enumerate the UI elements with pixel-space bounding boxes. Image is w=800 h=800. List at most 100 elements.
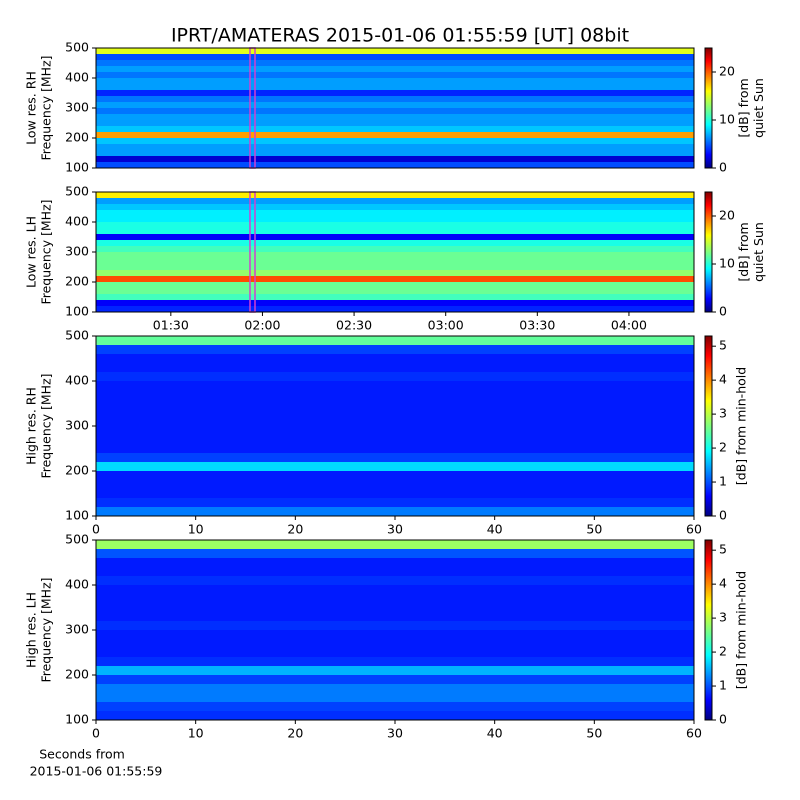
heatmap-band xyxy=(96,276,694,282)
x-tick-label: 0 xyxy=(92,726,100,741)
x-tick-label: 02:00 xyxy=(244,318,280,333)
heatmap-band xyxy=(96,567,694,576)
y-tick-label: 300 xyxy=(65,622,89,637)
heatmap-band xyxy=(96,204,694,210)
colorbar-tick-label: 10 xyxy=(719,112,735,127)
y-tick-label: 500 xyxy=(65,532,89,547)
x-tick-label: 01:30 xyxy=(153,318,189,333)
colorbar-tick-label: 3 xyxy=(719,610,727,625)
colorbar-label: [dB] from xyxy=(736,222,751,281)
y-tick-label: 400 xyxy=(65,214,89,229)
heatmap-band xyxy=(96,630,694,639)
heatmap-band xyxy=(96,372,694,381)
x-tick-label: 02:30 xyxy=(336,318,372,333)
x-tick-label: 0 xyxy=(92,522,100,537)
heatmap-band xyxy=(96,711,694,720)
chart-title: IPRT/AMATERAS 2015-01-06 01:55:59 [UT] 0… xyxy=(171,25,629,47)
x-tick-label: 50 xyxy=(586,726,602,741)
y-tick-label: 100 xyxy=(65,304,89,319)
colorbar-tick-label: 2 xyxy=(719,440,727,455)
heatmap-band xyxy=(96,198,694,204)
x-tick-label: 40 xyxy=(487,522,503,537)
colorbar-tick-label: 0 xyxy=(719,508,727,523)
heatmap-band xyxy=(96,102,694,108)
heatmap-band xyxy=(96,156,694,162)
heatmap-band xyxy=(96,648,694,657)
heatmap-band xyxy=(96,258,694,264)
heatmap-band xyxy=(96,498,694,507)
heatmap-band xyxy=(96,234,694,240)
y-tick-label: 100 xyxy=(65,712,89,727)
heatmap-band xyxy=(96,657,694,666)
heatmap-band xyxy=(96,162,694,168)
x-tick-label: 03:30 xyxy=(519,318,555,333)
y-tick-label: 300 xyxy=(65,418,89,433)
colorbar-tick-label: 5 xyxy=(719,338,727,353)
x-tick-label: 50 xyxy=(586,522,602,537)
heatmap-band xyxy=(96,354,694,363)
heatmap-band xyxy=(96,78,694,84)
colorbar-label: [dB] from min-hold xyxy=(734,571,749,689)
y-tick-label: 500 xyxy=(65,328,89,343)
heatmap-band xyxy=(96,144,694,150)
x-tick-label: 30 xyxy=(387,522,403,537)
heatmap-band xyxy=(96,54,694,60)
heatmap-band xyxy=(96,264,694,270)
colorbar-label: quiet Sun xyxy=(751,222,766,282)
y-tick-label: 100 xyxy=(65,160,89,175)
heatmap-band xyxy=(96,288,694,294)
colorbar-tick-label: 5 xyxy=(719,542,727,557)
heatmap-band xyxy=(96,90,694,96)
heatmap-band xyxy=(96,417,694,426)
heatmap-band xyxy=(96,114,694,120)
y-tick-label: 500 xyxy=(65,184,89,199)
y-axis-label: Frequency [MHz] xyxy=(39,199,54,304)
x-tick-label: 10 xyxy=(188,522,204,537)
heatmap-band xyxy=(96,240,694,246)
y-axis-label: Frequency [MHz] xyxy=(39,55,54,160)
y-tick-label: 400 xyxy=(65,577,89,592)
heatmap-band xyxy=(96,345,694,354)
colorbar-tick-label: 10 xyxy=(719,256,735,271)
heatmap-band xyxy=(96,282,694,288)
colorbar-label: [dB] from xyxy=(736,78,751,137)
x-tick-label: 60 xyxy=(686,522,702,537)
heatmap-band xyxy=(96,549,694,558)
heatmap-band xyxy=(96,381,694,390)
heatmap-band xyxy=(96,120,694,126)
x-tick-label: 20 xyxy=(287,522,303,537)
y-tick-label: 200 xyxy=(65,667,89,682)
colorbar-tick-label: 4 xyxy=(719,576,727,591)
heatmap-band xyxy=(96,480,694,489)
y-tick-label: 100 xyxy=(65,508,89,523)
colorbar-tick-label: 1 xyxy=(719,678,727,693)
heatmap-band xyxy=(96,489,694,498)
heatmap-band xyxy=(96,48,694,54)
x-tick-label: 10 xyxy=(188,726,204,741)
heatmap-band xyxy=(96,96,694,102)
heatmap-band xyxy=(96,66,694,72)
colorbar-tick-label: 2 xyxy=(719,644,727,659)
x-axis-label: Seconds from xyxy=(39,747,125,762)
colorbar xyxy=(704,335,713,517)
heatmap-band xyxy=(96,621,694,630)
heatmap-band xyxy=(96,585,694,594)
heatmap-band xyxy=(96,471,694,480)
heatmap-band xyxy=(96,603,694,612)
heatmap-band xyxy=(96,612,694,621)
heatmap-band xyxy=(96,72,694,78)
heatmap-band xyxy=(96,435,694,444)
colorbar-tick-label: 0 xyxy=(719,160,727,175)
heatmap-band xyxy=(96,675,694,684)
colorbar-tick-label: 3 xyxy=(719,406,727,421)
heatmap-band xyxy=(96,210,694,216)
heatmap-band xyxy=(96,150,694,156)
heatmap-band xyxy=(96,228,694,234)
heatmap-band xyxy=(96,216,694,222)
heatmap-band xyxy=(96,426,694,435)
heatmap-band xyxy=(96,336,694,345)
x-tick-label: 20 xyxy=(287,726,303,741)
heatmap-band xyxy=(96,222,694,228)
heatmap-band xyxy=(96,363,694,372)
